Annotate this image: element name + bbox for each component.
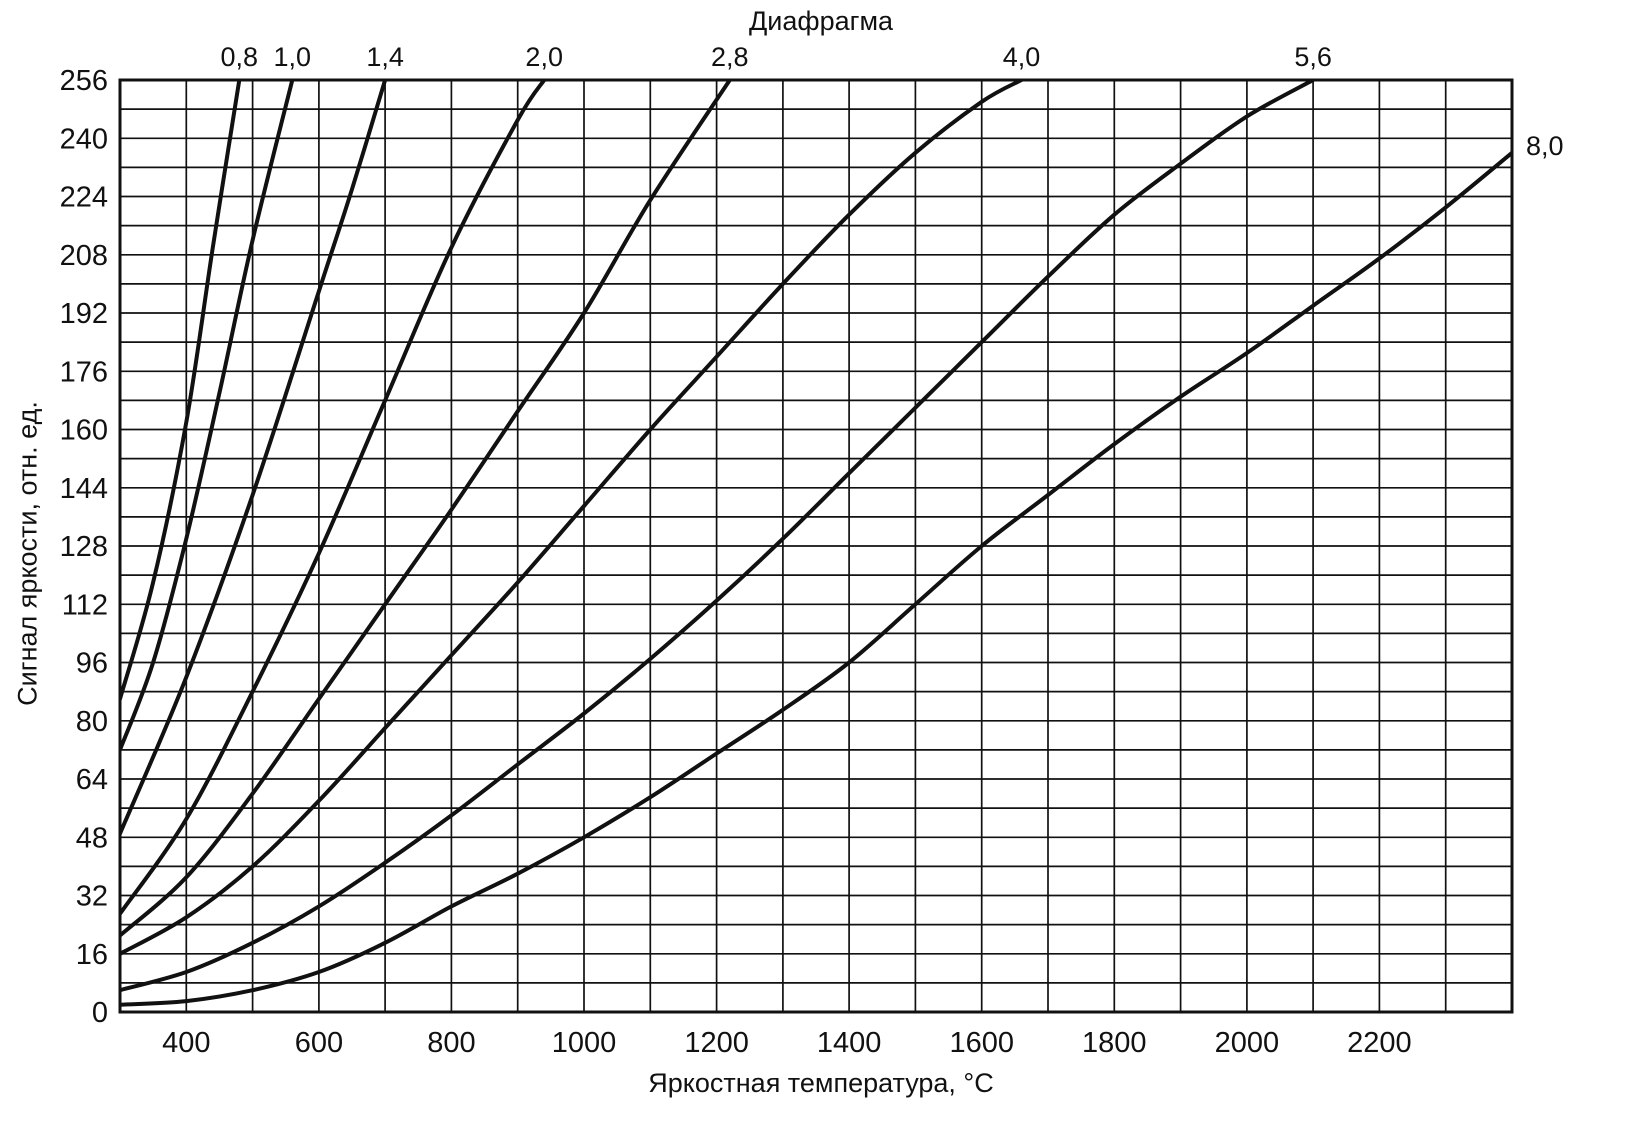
y-tick-label: 176 xyxy=(60,356,108,388)
curve-label: 5,6 xyxy=(1294,42,1332,72)
curve-f4,0 xyxy=(120,80,1024,956)
y-tick-label: 16 xyxy=(76,939,108,971)
x-tick-label: 1000 xyxy=(552,1027,617,1059)
y-tick-label: 112 xyxy=(62,589,108,621)
curve-f2,8 xyxy=(120,80,732,938)
curve-label: 0,8 xyxy=(221,42,259,72)
x-tick-label: 400 xyxy=(162,1027,210,1059)
y-tick-label: 240 xyxy=(60,123,108,155)
y-tick-label: 128 xyxy=(60,531,108,563)
chart-title: Диафрагма xyxy=(748,6,894,36)
curve-label: 2,0 xyxy=(525,42,563,72)
y-tick-label: 256 xyxy=(60,65,108,97)
curve-f1,4 xyxy=(120,80,388,836)
x-tick-label: 1200 xyxy=(684,1027,749,1059)
y-tick-label: 0 xyxy=(92,997,108,1029)
curve-f1,0 xyxy=(120,80,295,752)
x-axis-title: Яркостная температура, °С xyxy=(648,1068,994,1098)
curve-label: 8,0 xyxy=(1526,131,1564,161)
curve-label: 4,0 xyxy=(1003,42,1041,72)
y-tick-label: 80 xyxy=(76,706,108,738)
y-tick-label: 192 xyxy=(60,298,108,330)
x-tick-label: 1400 xyxy=(817,1027,882,1059)
curve-f8,0 xyxy=(120,150,1512,1007)
y-tick-label: 160 xyxy=(60,415,108,447)
x-tick-label: 2000 xyxy=(1215,1027,1280,1059)
x-tick-label: 1800 xyxy=(1082,1027,1147,1059)
y-tick-label: 208 xyxy=(60,240,108,272)
x-tick-label: 2200 xyxy=(1347,1027,1412,1059)
y-tick-label: 224 xyxy=(60,182,108,214)
curve-f2,0 xyxy=(120,80,547,916)
y-tick-label: 144 xyxy=(60,473,108,505)
y-tick-label: 48 xyxy=(76,822,108,854)
x-tick-label: 600 xyxy=(295,1027,343,1059)
curve-label: 1,0 xyxy=(274,42,312,72)
curve-label: 1,4 xyxy=(366,42,404,72)
curve-f0,8 xyxy=(120,80,242,701)
curve-f5,6 xyxy=(120,80,1316,993)
x-tick-label: 1600 xyxy=(949,1027,1014,1059)
x-tick-label: 800 xyxy=(427,1027,475,1059)
plot-border xyxy=(118,78,1514,1014)
curve-label: 2,8 xyxy=(711,42,749,72)
y-tick-label: 32 xyxy=(76,881,108,913)
y-tick-label: 64 xyxy=(76,764,108,796)
y-tick-label: 96 xyxy=(76,648,108,680)
